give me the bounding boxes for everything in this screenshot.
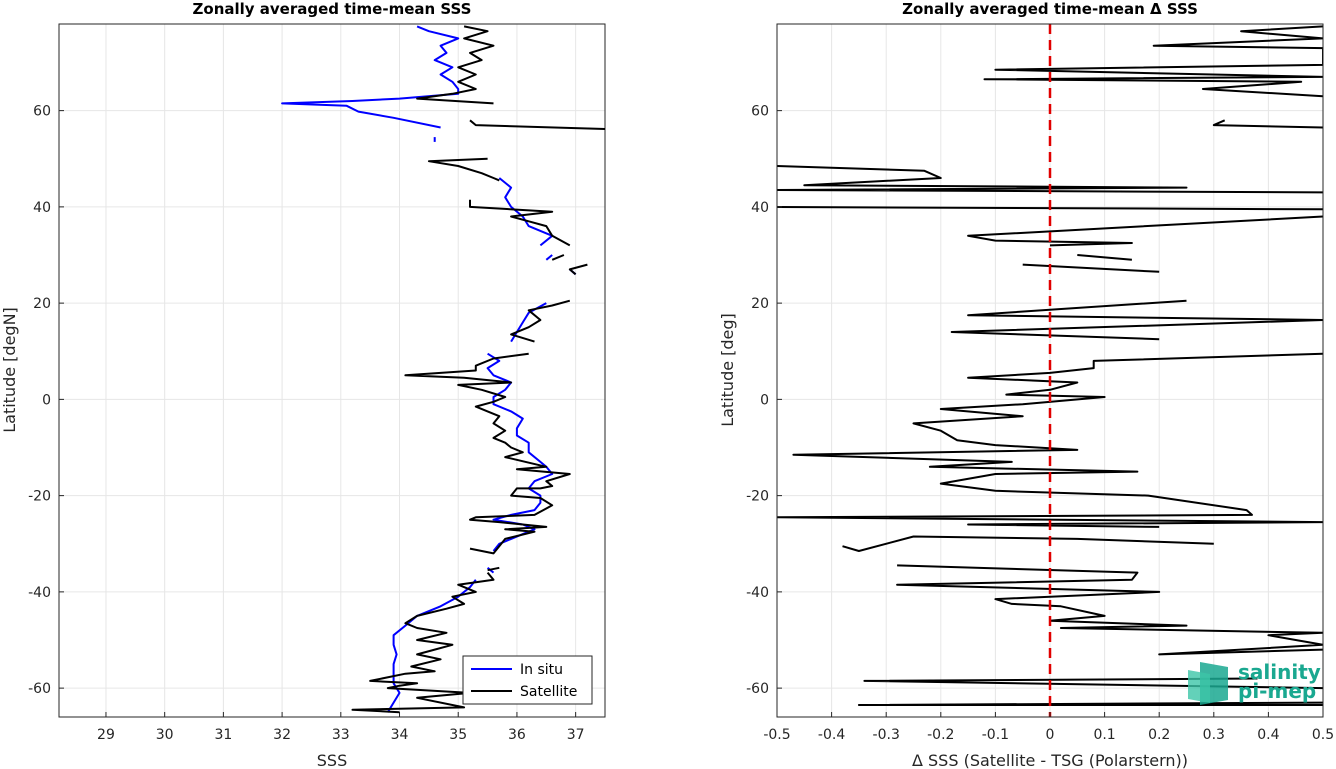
left-series-in-situ-line [498,177,554,247]
right-series-delta-sss-line [777,352,1323,528]
right-series-delta-sss-line [1077,254,1132,261]
left-series-satellite-line [427,157,500,182]
left-grid [59,24,605,717]
right-x-tick-label: 0.3 [1203,727,1225,743]
legend-box [462,655,593,705]
right-x-tick-label: -0.4 [818,727,845,743]
left-y-tick-label: -60 [28,681,51,697]
left-y-axis-label: Latitude [degN] [0,307,19,433]
right-series-delta-sss-line [1022,263,1160,273]
left-plot-frame [58,23,606,718]
right-series-delta-sss-line [857,701,1323,706]
right-y-tick-label: 0 [760,392,769,408]
left-series-in-situ-line [281,25,460,129]
right-series-delta-sss-line [983,25,1323,98]
right-series-delta-sss-line [1212,119,1323,129]
legend-label-in-situ: In situ [520,662,563,678]
right-series-delta-sss-line [896,564,1323,656]
left-series-satellite-line [568,263,588,276]
left-series-satellite-line [469,119,605,131]
left-series-satellite-line [487,566,500,572]
right-series-delta-sss-line [950,299,1323,341]
right-series-delta-sss-line [863,677,1323,690]
left-y-tick-label: -20 [28,489,51,505]
right-series-delta-sss-line [842,535,1214,552]
right-x-tick-label: 0.4 [1257,727,1279,743]
left-series-satellite-line [510,299,571,343]
left-y-tick-label: -40 [28,585,51,601]
left-series-in-situ-line [386,579,477,713]
left-x-tick-label: 34 [391,727,409,743]
left-series-satellite-line [551,254,565,261]
right-x-tick-label: 0 [1046,727,1055,743]
right-y-axis-label: Latitude [deg] [718,313,737,427]
left-series-satellite-line [351,571,495,714]
watermark-line2: pi-mep [1238,679,1316,703]
left-x-tick-label: 36 [508,727,526,743]
left-y-tick-label: 60 [33,104,51,120]
right-y-tick-label: -40 [746,585,769,601]
right-series [777,25,1323,706]
right-y-tick-label: 20 [751,296,769,312]
left-chart-title: Zonally averaged time-mean SSS [193,0,472,18]
left-x-tick-label: 32 [273,727,291,743]
salinity-pi-mep-logo: salinity pi-mep [1188,660,1321,705]
legend: In situ Satellite [462,655,593,705]
right-series-delta-sss-line [777,165,1323,194]
left-x-tick-label: 31 [214,727,232,743]
right-x-tick-label: -0.5 [763,727,790,743]
left-x-tick-label: 29 [97,727,115,743]
right-y-tick-label: -60 [746,681,769,697]
right-x-axis-label: Δ SSS (Satellite - TSG (Polarstern)) [912,751,1188,769]
right-y-tick-label: 40 [751,200,769,216]
left-panel: 29 30 31 32 33 34 35 36 37 -60 -40 -20 0 20 40 60 Zonal… [0,0,606,769]
left-y-tick-label: 20 [33,296,51,312]
left-series [281,25,605,714]
right-x-tick-label: -0.2 [927,727,954,743]
left-series-satellite-line [469,199,571,247]
right-x-tick-label: 0.2 [1148,727,1170,743]
right-chart-title: Zonally averaged time-mean Δ SSS [902,0,1198,18]
left-series-satellite-line [404,352,571,555]
left-x-tick-label: 37 [567,727,585,743]
right-x-tick-label: 0.1 [1093,727,1115,743]
left-y-tick-label: 40 [33,200,51,216]
left-x-tick-label: 35 [449,727,467,743]
legend-label-satellite: Satellite [520,684,577,700]
left-x-axis-label: SSS [317,751,347,769]
right-panel: -0.5 -0.4 -0.3 -0.2 -0.1 0 0.1 0.2 0.3 0.4 0.5 -60 -… [718,0,1334,769]
left-x-tick-label: 30 [156,727,174,743]
right-y-tick-label: 60 [751,104,769,120]
watermark-line1: salinity [1238,660,1321,684]
left-ticks: 29 30 31 32 33 34 35 36 37 -60 -40 -20 0 20 40 60 [28,104,584,743]
left-series-in-situ-line [545,254,553,261]
right-series-delta-sss-line [967,215,1323,247]
right-x-tick-label: 0.5 [1312,727,1334,743]
right-y-tick-label: -20 [746,489,769,505]
right-x-tick-label: -0.1 [982,727,1009,743]
right-x-tick-label: -0.3 [873,727,900,743]
right-series-delta-sss-line [777,206,1323,211]
left-x-tick-label: 33 [332,727,350,743]
right-ticks: -0.5 -0.4 -0.3 -0.2 -0.1 0 0.1 0.2 0.3 0.4 0.5 -60 -… [746,104,1334,743]
cube-icon-face [1188,670,1210,703]
left-series-satellite-line [416,25,495,105]
left-y-tick-label: 0 [42,392,51,408]
